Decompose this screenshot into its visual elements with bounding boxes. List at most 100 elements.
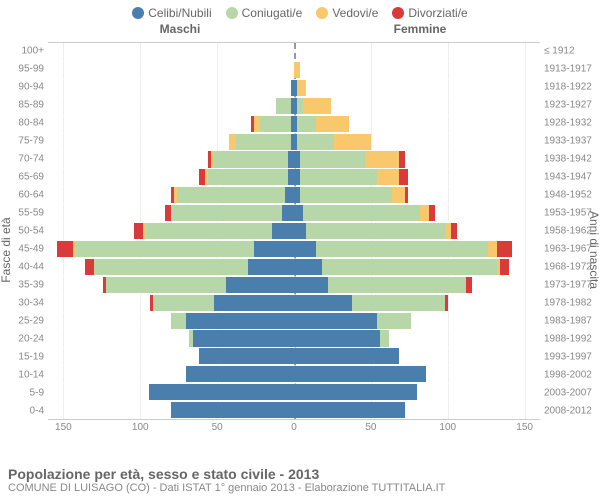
legend-item: Vedovi/e (316, 6, 378, 20)
segment-con (153, 295, 215, 311)
male-bar (48, 276, 294, 294)
age-tick: 25-29 (18, 316, 44, 327)
x-tick: 150 (55, 422, 72, 433)
segment-cel (294, 295, 352, 311)
legend-label: Coniugati/e (242, 6, 303, 20)
segment-con (377, 313, 411, 329)
segment-div (451, 223, 457, 239)
segment-div (134, 223, 143, 239)
row-divider (48, 258, 540, 259)
pyramid-row (48, 168, 540, 186)
segment-cel (294, 330, 380, 346)
row-divider (48, 133, 540, 134)
row-divider (48, 365, 540, 366)
segment-con (177, 187, 285, 203)
age-tick: 55-59 (18, 208, 44, 219)
female-header: Femmine (300, 22, 540, 36)
age-tick: 95-99 (18, 64, 44, 75)
female-bar (294, 133, 540, 151)
legend-swatch (226, 7, 238, 19)
age-tick: 5-9 (30, 388, 44, 399)
segment-div (497, 241, 512, 257)
x-tick: 0 (291, 422, 297, 433)
legend-label: Celibi/Nubili (148, 6, 211, 20)
birth-tick: 1958-1962 (544, 226, 592, 237)
x-tick: 50 (212, 422, 223, 433)
row-divider (48, 115, 540, 116)
birth-tick: 1988-1992 (544, 334, 592, 345)
row-divider (48, 61, 540, 62)
age-axis: 100+95-9990-9485-8980-8475-7970-7465-696… (0, 42, 46, 420)
birth-tick: 1993-1997 (544, 352, 592, 363)
male-bar (48, 204, 294, 222)
pyramid-row (48, 294, 540, 312)
legend-item: Celibi/Nubili (132, 6, 211, 20)
female-bar (294, 294, 540, 312)
birth-tick: 1983-1987 (544, 316, 592, 327)
age-tick: 30-34 (18, 298, 44, 309)
segment-ved (303, 98, 331, 114)
row-divider (48, 97, 540, 98)
legend-swatch (392, 7, 404, 19)
row-divider (48, 329, 540, 330)
row-divider (48, 240, 540, 241)
age-tick: 10-14 (18, 370, 44, 381)
segment-div (429, 205, 435, 221)
pyramid-row (48, 329, 540, 347)
male-bar (48, 61, 294, 79)
segment-cel (294, 205, 303, 221)
male-header: Maschi (60, 22, 300, 36)
legend-swatch (316, 7, 328, 19)
female-bar (294, 240, 540, 258)
row-divider (48, 204, 540, 205)
segment-con (300, 169, 377, 185)
age-tick: 45-49 (18, 244, 44, 255)
female-bar (294, 365, 540, 383)
segment-div (85, 259, 94, 275)
segment-cel (294, 277, 328, 293)
segment-div (500, 259, 509, 275)
age-tick: 85-89 (18, 100, 44, 111)
segment-con (208, 169, 288, 185)
row-divider (48, 276, 540, 277)
chart-title: Popolazione per età, sesso e stato civil… (8, 466, 592, 482)
female-bar (294, 329, 540, 347)
birth-tick: 2008-2012 (544, 406, 592, 417)
segment-cel (254, 241, 294, 257)
segment-con (94, 259, 248, 275)
legend-item: Coniugati/e (226, 6, 303, 20)
row-divider (48, 383, 540, 384)
x-tick: 100 (132, 422, 149, 433)
female-bar (294, 222, 540, 240)
segment-con (171, 313, 186, 329)
male-bar (48, 383, 294, 401)
segment-con (214, 151, 288, 167)
pyramid-row (48, 276, 540, 294)
segment-div (466, 277, 472, 293)
birth-tick: 1998-2002 (544, 370, 592, 381)
male-bar (48, 97, 294, 115)
female-bar (294, 168, 540, 186)
pyramid-row (48, 222, 540, 240)
age-tick: 20-24 (18, 334, 44, 345)
birth-year-axis: ≤ 19121913-19171918-19221923-19271928-19… (542, 42, 600, 420)
age-tick: 40-44 (18, 262, 44, 273)
segment-cel (199, 348, 294, 364)
legend-swatch (132, 7, 144, 19)
legend: Celibi/NubiliConiugati/eVedovi/eDivorzia… (0, 0, 600, 22)
segment-cel (248, 259, 294, 275)
pyramid-row (48, 186, 540, 204)
birth-tick: 1978-1982 (544, 298, 592, 309)
segment-ved (294, 62, 300, 78)
chart-footer: Popolazione per età, sesso e stato civil… (8, 466, 592, 494)
birth-tick: 1928-1932 (544, 118, 592, 129)
male-bar (48, 168, 294, 186)
female-bar (294, 61, 540, 79)
male-bar (48, 186, 294, 204)
female-bar (294, 97, 540, 115)
x-tick: 50 (365, 422, 376, 433)
segment-cel (149, 384, 294, 400)
age-tick: 15-19 (18, 352, 44, 363)
segment-con (316, 241, 488, 257)
segment-con (236, 134, 291, 150)
